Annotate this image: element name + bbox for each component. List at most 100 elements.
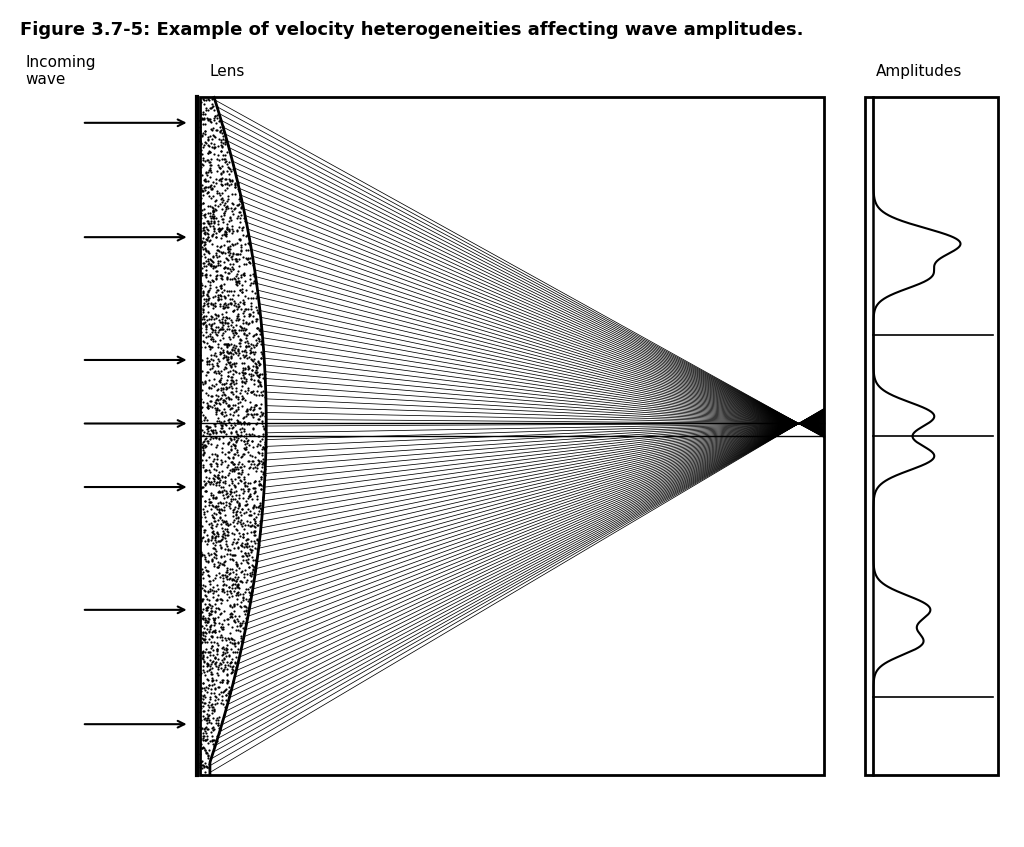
Point [221, 421, 238, 435]
Point [216, 401, 232, 415]
Point [244, 454, 260, 468]
Point [204, 92, 220, 106]
Point [248, 357, 264, 370]
Point [221, 567, 238, 580]
Point [229, 614, 246, 628]
Point [222, 431, 239, 445]
Point [225, 457, 242, 471]
Point [227, 365, 244, 379]
Point [254, 349, 270, 363]
Point [239, 514, 255, 528]
Point [220, 337, 237, 351]
Point [229, 656, 246, 670]
Point [240, 318, 256, 331]
Point [248, 291, 264, 304]
Point [203, 582, 219, 595]
Point [200, 615, 216, 628]
Point [226, 180, 243, 193]
Point [225, 527, 242, 540]
Point [197, 180, 213, 193]
Point [227, 661, 244, 674]
Point [200, 657, 216, 671]
Point [203, 182, 219, 196]
Point [231, 456, 248, 469]
Point [230, 498, 247, 512]
Point [193, 348, 209, 362]
Point [213, 657, 229, 671]
Point [196, 759, 212, 772]
Point [239, 404, 255, 418]
Point [210, 718, 226, 732]
Point [216, 585, 232, 599]
Point [226, 637, 243, 650]
Point [224, 226, 241, 240]
Point [208, 285, 224, 298]
Point [214, 160, 230, 174]
Point [193, 325, 209, 339]
Point [227, 374, 244, 387]
Point [220, 369, 237, 383]
Point [242, 307, 258, 321]
Point [213, 124, 229, 137]
Point [196, 722, 212, 736]
Point [198, 633, 214, 646]
Point [214, 152, 230, 166]
Point [212, 607, 228, 621]
Point [242, 279, 258, 292]
Point [193, 667, 209, 680]
Point [198, 603, 214, 617]
Point [200, 289, 216, 302]
Point [241, 418, 257, 431]
Point [198, 756, 214, 770]
Point [197, 629, 213, 643]
Point [227, 425, 244, 439]
Point [221, 346, 238, 360]
Point [195, 318, 211, 331]
Point [208, 426, 224, 440]
Point [198, 254, 214, 268]
Point [250, 307, 266, 320]
Point [232, 324, 249, 337]
Point [199, 401, 215, 414]
Point [210, 390, 226, 403]
Point [248, 338, 264, 352]
Point [218, 373, 234, 386]
Point [216, 301, 232, 314]
Point [233, 320, 250, 334]
Point [205, 273, 221, 286]
Point [222, 552, 239, 566]
Point [206, 259, 222, 273]
Point [215, 299, 231, 313]
Point [207, 447, 223, 461]
Point [223, 477, 240, 490]
Point [197, 433, 213, 446]
Point [201, 608, 217, 622]
Point [219, 569, 236, 583]
Point [213, 662, 229, 675]
Point [253, 352, 269, 365]
Point [221, 690, 238, 704]
Point [208, 246, 224, 259]
Point [213, 372, 229, 385]
Point [217, 474, 233, 488]
Point [220, 317, 237, 330]
Point [208, 269, 224, 283]
Point [208, 230, 224, 244]
Point [221, 580, 238, 594]
Point [228, 560, 245, 573]
Point [228, 268, 245, 281]
Point [194, 454, 210, 468]
Point [218, 164, 234, 178]
Point [214, 572, 230, 585]
Point [197, 724, 213, 738]
Point [194, 545, 210, 559]
Point [211, 433, 227, 446]
Point [216, 549, 232, 562]
Point [205, 359, 221, 373]
Point [221, 399, 238, 412]
Point [204, 639, 220, 652]
Point [214, 179, 230, 192]
Point [219, 673, 236, 687]
Point [197, 242, 213, 256]
Point [231, 617, 248, 630]
